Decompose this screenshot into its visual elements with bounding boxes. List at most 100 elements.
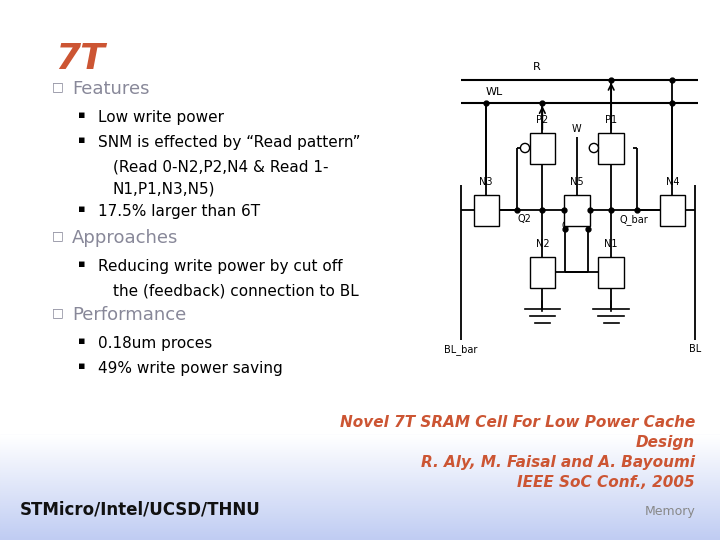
Bar <box>0 489 720 490</box>
Text: Design: Design <box>636 435 695 450</box>
Bar <box>0 521 720 522</box>
Bar <box>0 532 720 533</box>
Bar <box>0 484 720 485</box>
Bar <box>0 502 720 503</box>
Bar <box>0 520 720 521</box>
Bar <box>0 517 720 518</box>
Bar <box>0 475 720 476</box>
Bar <box>0 538 720 539</box>
Bar <box>0 453 720 454</box>
Bar <box>0 518 720 519</box>
Bar <box>0 451 720 452</box>
Bar <box>0 527 720 528</box>
Bar <box>0 503 720 504</box>
Text: 49% write power saving: 49% write power saving <box>98 361 283 376</box>
Bar <box>0 437 720 438</box>
Bar <box>0 486 720 487</box>
Bar <box>0 445 720 446</box>
Text: Q_bar: Q_bar <box>620 214 649 225</box>
Bar <box>0 529 720 530</box>
Bar <box>564 194 590 226</box>
Text: SNM is effected by “Read pattern”: SNM is effected by “Read pattern” <box>98 135 361 150</box>
Bar <box>0 452 720 453</box>
Text: R: R <box>534 63 541 72</box>
Bar <box>0 523 720 524</box>
Bar <box>660 194 685 226</box>
Bar <box>0 472 720 473</box>
Text: Q2: Q2 <box>518 214 531 224</box>
Bar <box>0 482 720 483</box>
Bar <box>0 443 720 444</box>
Bar <box>0 537 720 538</box>
Bar <box>0 435 720 436</box>
Bar <box>0 435 720 436</box>
Bar <box>0 455 720 456</box>
Bar <box>0 485 720 486</box>
Bar <box>0 456 720 457</box>
Bar <box>0 531 720 532</box>
Bar <box>0 531 720 532</box>
Bar <box>0 446 720 447</box>
Bar <box>0 460 720 461</box>
Bar <box>0 527 720 528</box>
Text: 17.5% larger than 6T: 17.5% larger than 6T <box>98 204 260 219</box>
Bar <box>0 461 720 462</box>
Text: WL: WL <box>485 87 503 97</box>
Bar <box>0 453 720 454</box>
Bar <box>0 477 720 478</box>
Bar <box>0 462 720 463</box>
Bar <box>0 535 720 536</box>
Bar <box>0 533 720 534</box>
Bar <box>0 444 720 445</box>
Bar <box>0 458 720 459</box>
Bar <box>0 467 720 468</box>
Bar <box>0 482 720 483</box>
Bar <box>0 459 720 460</box>
Bar <box>0 472 720 473</box>
Bar <box>0 488 720 489</box>
Bar <box>0 534 720 535</box>
Bar <box>0 441 720 442</box>
Bar <box>0 513 720 514</box>
Text: □: □ <box>52 306 64 319</box>
Bar <box>0 524 720 525</box>
Bar <box>0 462 720 463</box>
Bar <box>0 457 720 458</box>
Bar <box>0 494 720 495</box>
Text: the (feedback) connection to BL: the (feedback) connection to BL <box>113 284 359 299</box>
Bar <box>0 456 720 457</box>
Bar <box>0 496 720 497</box>
Bar <box>0 495 720 496</box>
Bar <box>0 498 720 499</box>
Bar <box>0 465 720 466</box>
Bar <box>0 530 720 531</box>
Bar <box>0 457 720 458</box>
Bar <box>0 493 720 494</box>
Bar <box>0 524 720 525</box>
Bar <box>0 466 720 467</box>
Bar <box>0 470 720 471</box>
Text: N4: N4 <box>666 177 679 187</box>
Bar <box>0 476 720 477</box>
Bar <box>0 481 720 482</box>
Bar <box>0 520 720 521</box>
Text: Reducing write power by cut off: Reducing write power by cut off <box>98 259 343 274</box>
Bar <box>0 440 720 441</box>
Text: STMicro/Intel/UCSD/THNU: STMicro/Intel/UCSD/THNU <box>20 500 261 518</box>
Bar <box>0 438 720 439</box>
Bar <box>0 436 720 437</box>
Bar <box>0 449 720 450</box>
Bar <box>0 497 720 498</box>
Text: Approaches: Approaches <box>72 229 179 247</box>
Bar <box>0 450 720 451</box>
Bar <box>0 452 720 453</box>
Bar <box>0 487 720 488</box>
Bar <box>0 515 720 516</box>
Bar <box>0 476 720 477</box>
Bar <box>0 499 720 500</box>
Bar <box>0 504 720 505</box>
Bar <box>0 447 720 448</box>
Bar <box>0 528 720 529</box>
Bar <box>598 132 624 164</box>
Text: N3: N3 <box>480 177 493 187</box>
